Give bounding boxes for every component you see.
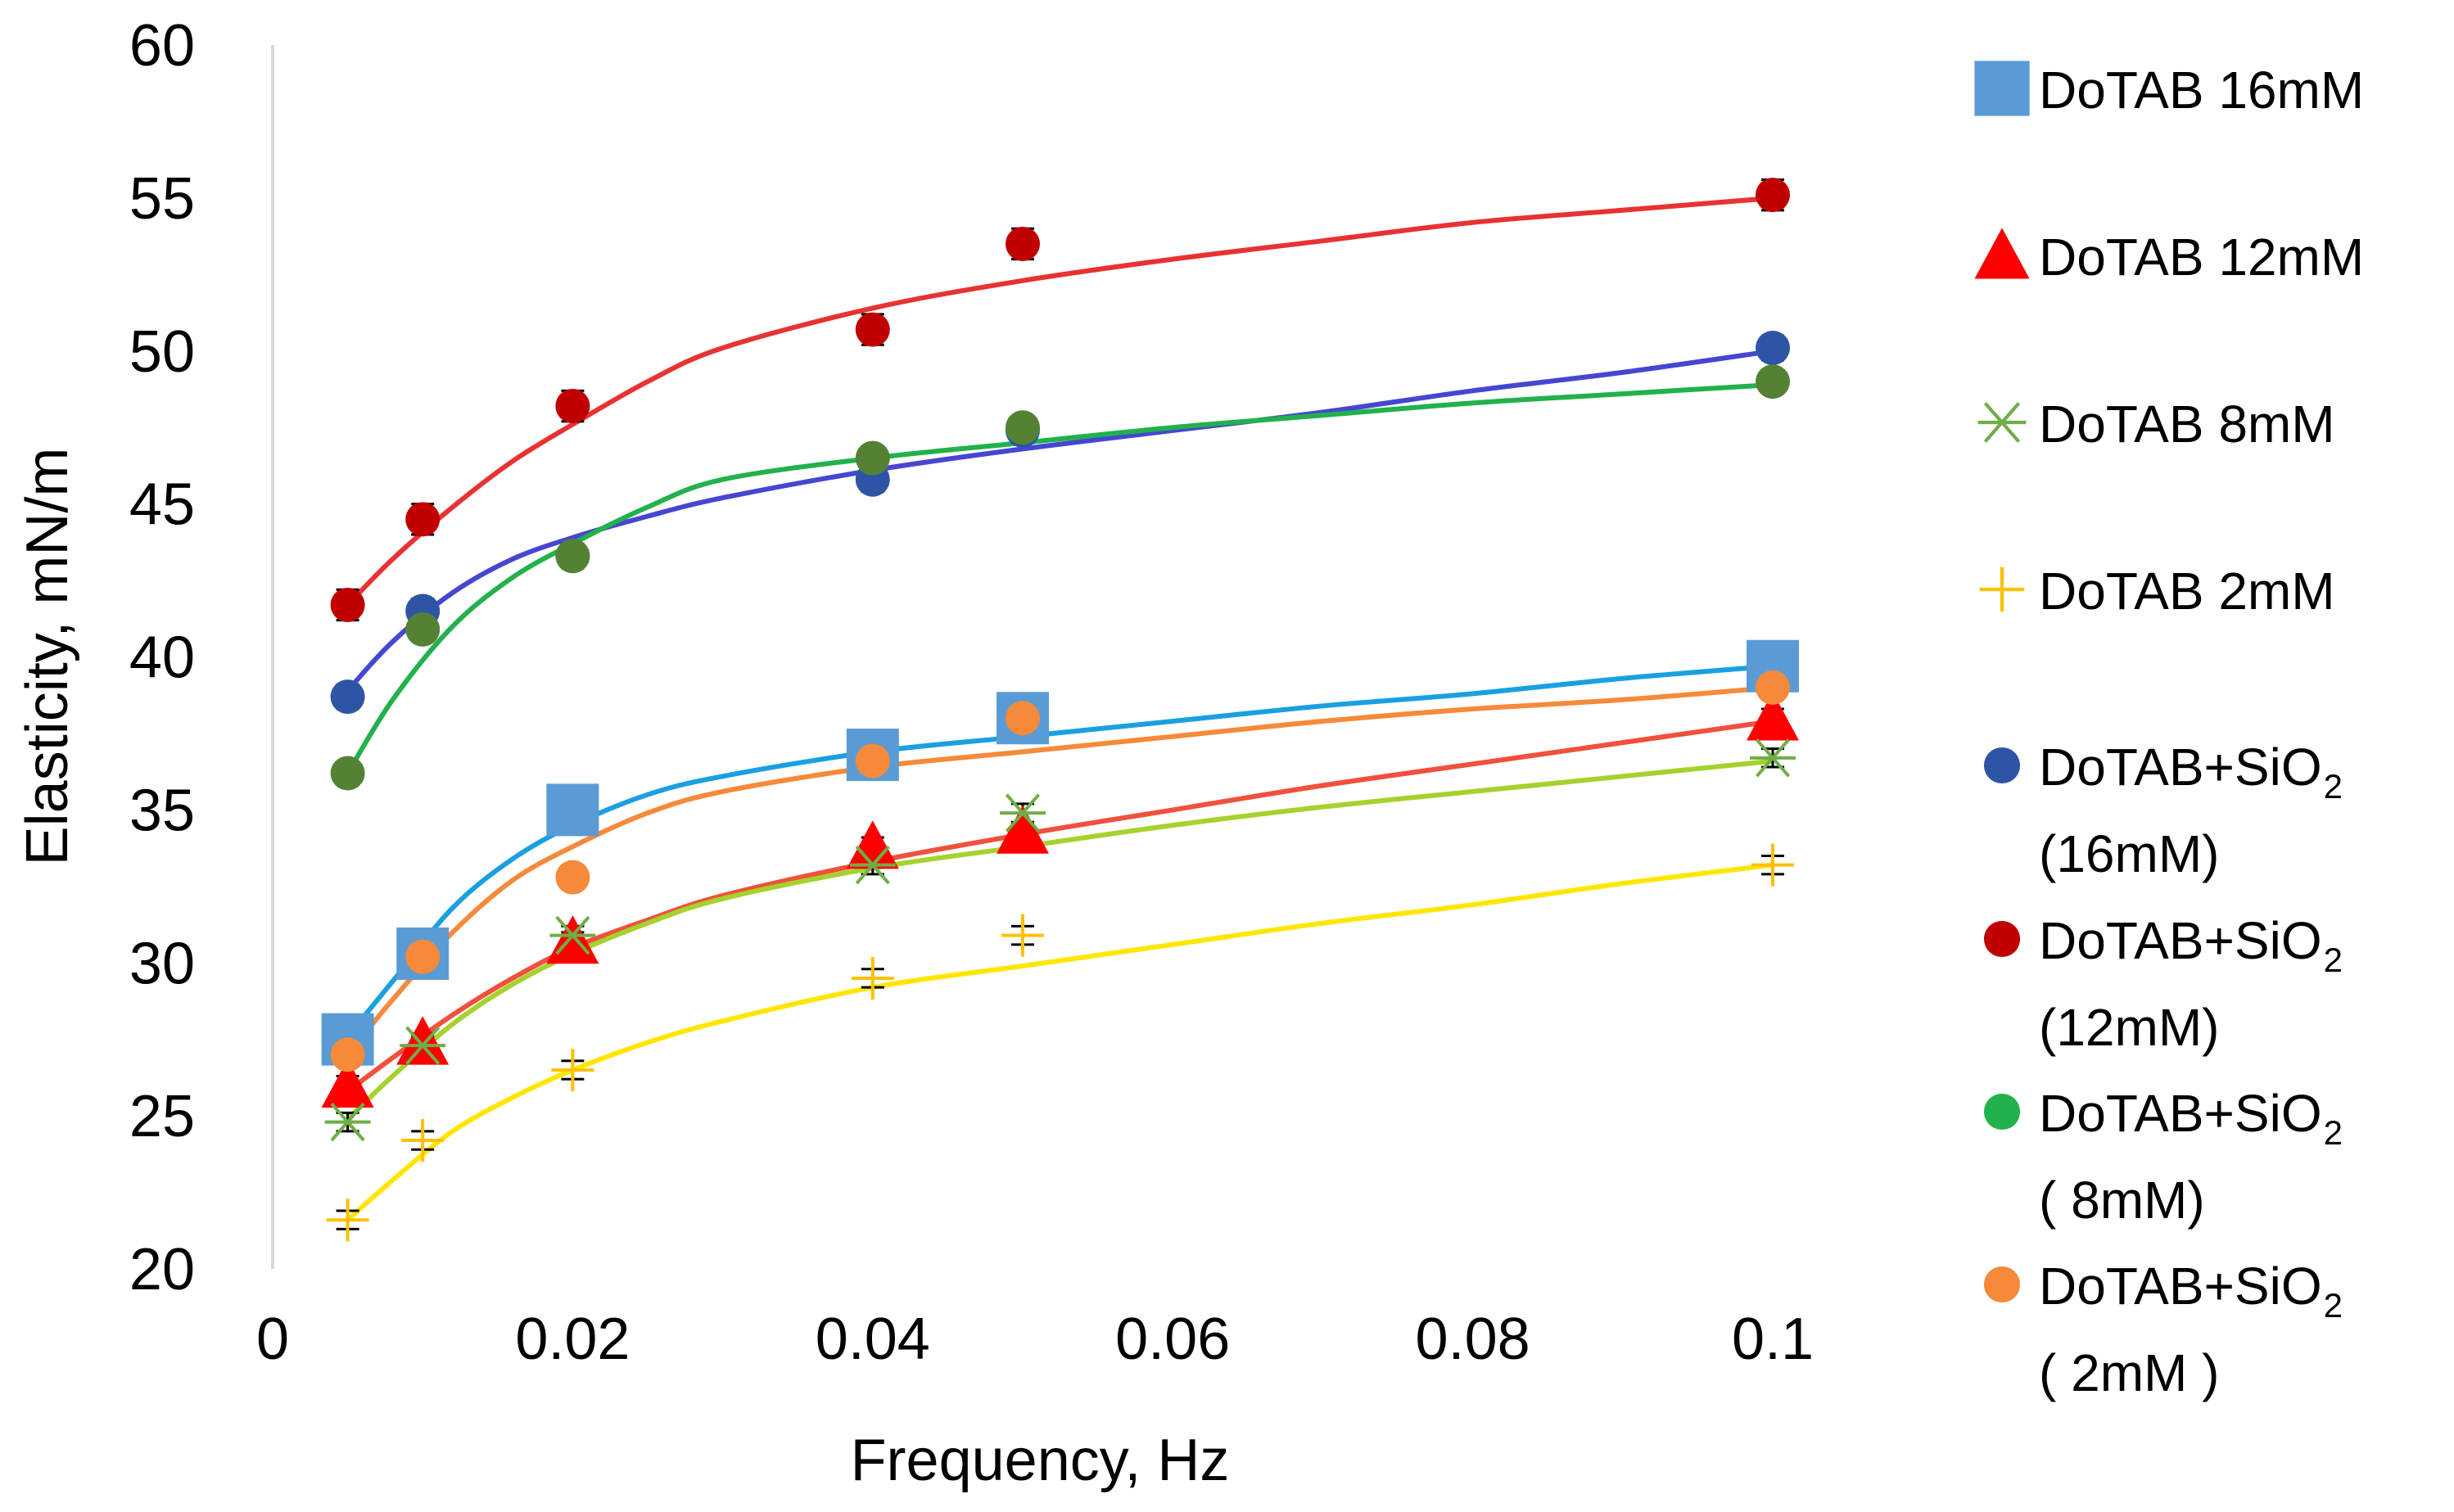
legend-marker xyxy=(1983,1266,2021,1303)
data-point xyxy=(1756,178,1790,213)
data-point xyxy=(330,587,365,622)
data-point xyxy=(405,939,441,974)
data-point xyxy=(321,1058,374,1108)
fit-curve xyxy=(346,663,1774,1038)
x-tick-label: 0.06 xyxy=(1115,1307,1230,1372)
data-point xyxy=(1006,701,1040,736)
legend-label: DoTAB 8mM xyxy=(2039,395,2335,454)
legend-marker xyxy=(1983,747,2021,784)
legend-label: DoTAB+SiO xyxy=(2039,911,2322,970)
legend-marker xyxy=(1983,1093,2021,1131)
legend-subscript: 2 xyxy=(2324,1286,2343,1325)
data-point xyxy=(1747,692,1799,741)
legend-label: (12mM) xyxy=(2039,998,2219,1057)
legend-marker xyxy=(1974,61,2030,116)
x-tick-label: 0 xyxy=(256,1307,289,1372)
legend-label: DoTAB+SiO xyxy=(2039,1084,2322,1143)
legend-label: DoTAB 12mM xyxy=(2039,228,2364,287)
data-point xyxy=(546,783,599,837)
data-point xyxy=(1001,914,1044,957)
tick-labels: 0 0.02 0.04 0.06 0.08 0.1 20 25 30 35 40 45 50 55 60 xyxy=(129,13,1814,1372)
y-axis-title: Elasticity, mN/m xyxy=(15,448,80,866)
data-point xyxy=(326,1198,369,1242)
legend-marker xyxy=(1979,566,2025,612)
data-markers xyxy=(321,178,1799,1242)
legend-subscript: 2 xyxy=(2324,941,2343,979)
data-point xyxy=(1006,226,1040,261)
y-tick-label: 55 xyxy=(129,166,195,232)
data-point xyxy=(551,1049,594,1092)
x-axis-title: Frequency, Hz xyxy=(851,1428,1230,1493)
legend-label: (16mM) xyxy=(2039,824,2219,883)
data-point xyxy=(330,1037,365,1072)
legend-label: ( 8mM) xyxy=(2039,1171,2205,1230)
fit-curve xyxy=(346,348,1774,693)
data-point xyxy=(1756,364,1790,399)
legend-label: DoTAB+SiO xyxy=(2039,738,2322,797)
legend-marker xyxy=(1974,228,2030,279)
data-point xyxy=(1000,793,1046,833)
data-point xyxy=(855,440,890,476)
y-tick-label: 60 xyxy=(129,13,195,79)
data-point xyxy=(855,312,890,347)
legend-marker xyxy=(1977,402,2027,443)
data-point xyxy=(1751,843,1794,887)
data-point xyxy=(401,1119,445,1162)
data-point xyxy=(330,756,365,791)
legend-subscript: 2 xyxy=(2324,1113,2343,1152)
data-point xyxy=(1006,410,1040,445)
legend-label: DoTAB 2mM xyxy=(2039,562,2335,621)
y-tick-label: 25 xyxy=(129,1084,195,1149)
y-tick-label: 40 xyxy=(129,625,195,691)
y-tick-label: 50 xyxy=(129,319,195,385)
data-point xyxy=(549,915,596,955)
y-tick-label: 35 xyxy=(129,778,195,843)
x-tick-label: 0.04 xyxy=(816,1307,930,1372)
legend-marker xyxy=(1983,920,2021,958)
data-point xyxy=(405,502,441,537)
legend-label: ( 2mM ) xyxy=(2039,1343,2219,1402)
legend-label: DoTAB 16mM xyxy=(2039,61,2364,120)
data-point xyxy=(555,539,590,574)
data-point xyxy=(400,1026,446,1065)
x-tick-label: 0.02 xyxy=(515,1307,630,1372)
data-point xyxy=(330,679,365,715)
data-point xyxy=(1756,670,1790,705)
data-point xyxy=(855,743,890,779)
data-point xyxy=(846,820,899,869)
legend-label: DoTAB+SiO xyxy=(2039,1257,2322,1316)
data-point xyxy=(997,805,1049,854)
data-point xyxy=(851,956,894,1000)
x-tick-label: 0.08 xyxy=(1416,1307,1530,1372)
data-point xyxy=(849,845,896,885)
y-tick-label: 30 xyxy=(129,931,195,996)
fit-curves xyxy=(346,195,1774,1222)
data-point xyxy=(555,860,590,895)
fit-curve xyxy=(346,719,1774,1094)
data-point xyxy=(324,1102,371,1142)
y-tick-label: 45 xyxy=(129,472,195,538)
fit-curve xyxy=(346,862,1774,1222)
data-point xyxy=(396,1016,450,1065)
y-tick-label: 20 xyxy=(129,1237,195,1302)
x-tick-label: 0.1 xyxy=(1732,1307,1814,1372)
legend: DoTAB 16mM DoTAB 12mM DoTAB 8mM DoTAB 2mM Do… xyxy=(1974,61,2364,1402)
data-point xyxy=(1750,738,1796,778)
fit-curve xyxy=(346,758,1774,1122)
data-point xyxy=(1756,331,1790,366)
fit-curve xyxy=(346,195,1774,607)
legend-subscript: 2 xyxy=(2324,767,2343,806)
data-point xyxy=(405,612,441,647)
data-point xyxy=(555,389,590,424)
